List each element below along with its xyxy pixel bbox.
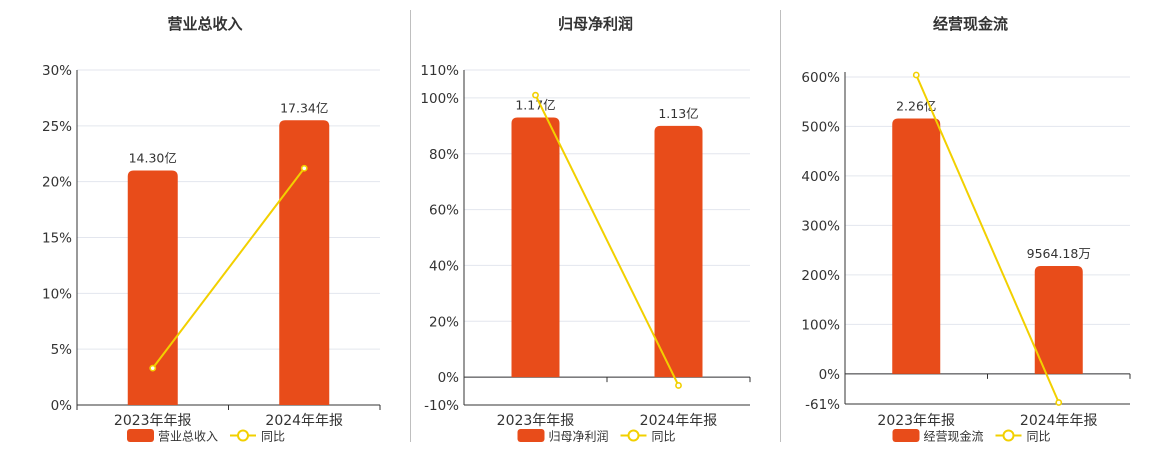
y-tick-label: 110% [420,63,459,79]
y-tick-label: 200% [801,268,840,284]
y-tick-label: 600% [801,70,840,86]
bar-value-label: 17.34亿 [280,100,328,115]
bar [127,170,178,405]
legend-line-marker [627,429,640,442]
x-tick-label: 2023年年报 [497,413,575,429]
y-tick-label: 15% [42,231,72,247]
legend-bar-label: 经营现金流 [924,429,984,444]
bar-value-label: 14.30亿 [129,151,177,166]
x-tick-label: 2024年年报 [1020,413,1098,429]
chart-revenue: 营业总收入 0% 5% 10% 15% 20% 25% 30% 14.30亿 17.34亿 2023… [42,15,381,444]
yoy-line [534,94,680,386]
y-tick-label: 0% [819,367,841,383]
yoy-point [300,164,308,172]
y-tick-label: -61% [805,397,840,413]
bar [1034,265,1083,374]
bar [654,125,703,378]
y-tick-label: -10% [424,398,459,414]
y-tick-label: 40% [429,258,459,274]
yoy-point [912,71,920,79]
legend-line-marker [1002,429,1015,442]
chart-title: 营业总收入 [167,15,242,33]
yoy-point [675,382,682,389]
chart-cash-flow: 经营现金流 -61% 0% 100% 200% 300% 400% 500% 600% 2.26亿… [801,15,1131,444]
yoy-line [151,167,306,369]
bar [892,118,941,374]
yoy-point [149,364,157,372]
legend-bar-label: 归母净利润 [549,430,609,444]
chart-panel-revenue: 营业总收入 0% 5% 10% 15% 20% 25% 30% 14.30亿 17.34亿 2023… [0,0,410,450]
y-tick-label: 0% [51,398,73,414]
y-tick-label: 5% [51,342,73,358]
bar-value-label: 9564.18万 [1027,246,1091,261]
y-tick-label: 25% [42,119,72,135]
bar-value-label: 1.17亿 [515,97,555,112]
panel-divider [410,10,411,442]
legend-line-label: 同比 [261,430,285,444]
x-tick-label: 2023年年报 [114,413,192,429]
panel-divider [780,10,781,442]
bar-value-label: 1.13亿 [658,106,698,121]
legend-bar-swatch [517,429,545,442]
y-tick-label: 100% [420,91,459,107]
legend-line-label: 同比 [652,430,676,444]
y-tick-label: 20% [429,314,459,330]
x-tick-label: 2024年年报 [640,413,718,429]
legend-line-marker [237,429,249,442]
bar [511,117,560,378]
yoy-point [532,91,539,99]
x-tick-label: 2023年年报 [877,413,955,429]
legend-line-label: 同比 [1027,430,1051,444]
chart-net-profit: 归母净利润 -10% 0% 20% 40% 60% 80% 100% 110% 1.17亿 1.13… [420,15,751,444]
y-tick-label: 80% [429,147,459,163]
bar [279,120,330,405]
legend-bar-swatch [892,429,920,442]
bar-value-label: 2.26亿 [896,99,936,114]
y-tick-label: 500% [801,119,840,135]
yoy-point [1055,399,1063,406]
y-tick-label: 20% [42,175,72,191]
y-tick-label: 400% [801,169,840,185]
yoy-line [915,74,1060,403]
y-tick-label: 30% [42,63,72,79]
chart-panel-cash-flow: 经营现金流 -61% 0% 100% 200% 300% 400% 500% 600% 2.26亿… [781,0,1160,450]
y-tick-label: 0% [438,370,460,386]
legend-bar-swatch [127,429,154,442]
y-tick-label: 60% [429,203,459,219]
chart-panel-net-profit: 归母净利润 -10% 0% 20% 40% 60% 80% 100% 110% 1.17亿 1.13… [411,0,780,450]
y-tick-label: 100% [801,317,840,333]
y-tick-label: 10% [42,286,72,302]
chart-title: 经营现金流 [933,15,1008,33]
y-tick-label: 300% [801,218,840,234]
x-tick-label: 2024年年报 [265,413,343,429]
legend-bar-label: 营业总收入 [158,430,218,444]
chart-title: 归母净利润 [558,15,633,33]
